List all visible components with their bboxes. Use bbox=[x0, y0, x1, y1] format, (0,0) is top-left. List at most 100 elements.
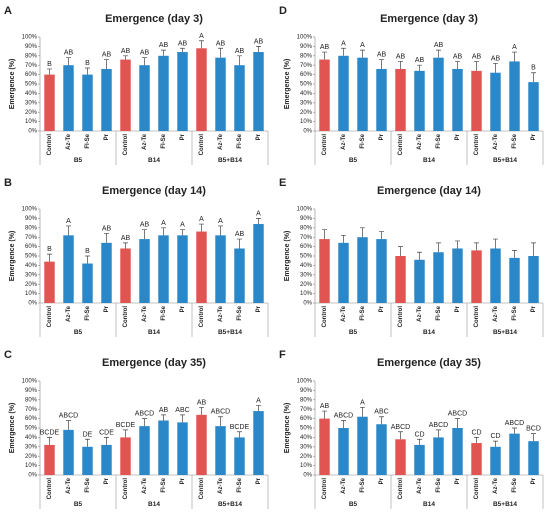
y-tick-label: 10% bbox=[25, 119, 38, 125]
error-bar bbox=[531, 72, 536, 83]
significance-letter: CD bbox=[414, 431, 424, 438]
panel-letter: F bbox=[279, 349, 286, 361]
error-bar bbox=[142, 418, 147, 427]
x-tick-label: Pr bbox=[104, 477, 110, 484]
significance-letter: BCD bbox=[526, 426, 541, 433]
error-bar bbox=[417, 64, 422, 71]
x-tick-label: Pr bbox=[531, 305, 537, 312]
y-tick-label: 0% bbox=[28, 129, 37, 135]
bar bbox=[82, 263, 93, 303]
significance-letter: AB bbox=[472, 53, 482, 60]
x-tick-label: Az-Te bbox=[142, 305, 148, 322]
y-axis-label: Emergence (%) bbox=[284, 231, 291, 282]
y-tick-label: 0% bbox=[28, 301, 37, 307]
significance-letter: AB bbox=[216, 40, 226, 47]
x-tick-label: Az-Te bbox=[218, 477, 224, 494]
error-bar bbox=[322, 51, 327, 60]
bar bbox=[44, 261, 55, 303]
x-tick-label: Pr bbox=[104, 305, 110, 312]
bar bbox=[528, 82, 539, 131]
x-tick-label: Control bbox=[123, 478, 129, 500]
y-tick-label: 60% bbox=[25, 244, 38, 250]
significance-letter: A bbox=[360, 399, 365, 406]
significance-letter: CDE bbox=[99, 429, 114, 436]
x-tick-label: Fl-Se bbox=[237, 305, 243, 320]
bar bbox=[44, 74, 55, 131]
panel-letter: A bbox=[4, 5, 12, 17]
chart-panel: E Emergence (day 14) Emergence (%) 0% 10% 20%… bbox=[279, 177, 544, 337]
error-bar bbox=[85, 255, 90, 264]
significance-letter: ABCD bbox=[334, 412, 353, 419]
y-axis-label: Emergence (%) bbox=[9, 231, 16, 282]
x-tick-label: Fl-Se bbox=[512, 305, 518, 320]
x-tick-label: Control bbox=[322, 134, 328, 156]
error-bar bbox=[47, 68, 52, 75]
y-tick-label: 70% bbox=[25, 63, 38, 69]
y-tick-label: 30% bbox=[25, 272, 38, 278]
y-tick-label: 0% bbox=[303, 129, 312, 135]
bar bbox=[357, 416, 368, 475]
significance-letter: ABCD bbox=[505, 420, 524, 427]
y-tick-label: 60% bbox=[25, 416, 38, 422]
chart-panel: C Emergence (day 35) Emergence (%) 0% 10% 20%… bbox=[4, 349, 269, 509]
y-tick-label: 50% bbox=[300, 82, 313, 88]
y-tick-label: 40% bbox=[300, 263, 313, 269]
error-bar bbox=[455, 418, 460, 428]
x-tick-label: Pr bbox=[104, 133, 110, 140]
error-bar bbox=[341, 420, 346, 428]
bar bbox=[158, 420, 169, 475]
y-tick-label: 80% bbox=[25, 397, 38, 403]
group-label: B5+B14 bbox=[218, 329, 242, 336]
y-tick-label: 10% bbox=[300, 291, 313, 297]
error-bar bbox=[104, 437, 109, 445]
significance-letter: BCDE bbox=[230, 424, 250, 431]
y-axis-label: Emergence (%) bbox=[9, 59, 16, 110]
y-tick-label: 60% bbox=[300, 72, 313, 78]
x-tick-label: Control bbox=[322, 306, 328, 328]
significance-letter: AB bbox=[140, 50, 150, 57]
x-tick-label: Control bbox=[474, 478, 480, 500]
y-axis-label: Emergence (%) bbox=[284, 59, 291, 110]
error-bar bbox=[123, 429, 128, 438]
bar bbox=[414, 259, 425, 303]
significance-letter: AB bbox=[453, 53, 463, 60]
y-tick-label: 90% bbox=[300, 388, 313, 394]
significance-letter: A bbox=[218, 218, 223, 225]
y-tick-label: 30% bbox=[25, 100, 38, 106]
error-bar bbox=[66, 420, 71, 430]
x-tick-label: Fl-Se bbox=[85, 133, 91, 148]
significance-letter: ABCD bbox=[429, 422, 448, 429]
x-tick-label: Control bbox=[47, 134, 53, 156]
y-tick-label: 90% bbox=[25, 216, 38, 222]
error-bar bbox=[531, 433, 536, 442]
x-tick-label: Fl-Se bbox=[161, 133, 167, 148]
bar bbox=[471, 443, 482, 475]
bar bbox=[338, 428, 349, 475]
y-tick-label: 90% bbox=[25, 44, 38, 50]
x-tick-label: Pr bbox=[531, 477, 537, 484]
x-tick-label: Control bbox=[47, 478, 53, 500]
x-tick-label: Az-Te bbox=[66, 477, 72, 494]
panel-letter: E bbox=[279, 177, 286, 189]
x-tick-label: Fl-Se bbox=[85, 305, 91, 320]
error-bar bbox=[218, 47, 223, 58]
error-bar bbox=[360, 227, 365, 238]
significance-letter: ABCD bbox=[211, 409, 230, 416]
x-tick-label: Az-Te bbox=[417, 305, 423, 322]
significance-letter: ABCD bbox=[59, 412, 78, 419]
group-label: B5+B14 bbox=[493, 501, 517, 508]
x-tick-label: Fl-Se bbox=[161, 305, 167, 320]
bar bbox=[490, 446, 501, 475]
significance-letter: A bbox=[256, 210, 261, 217]
error-bar bbox=[493, 238, 498, 249]
x-tick-label: Fl-Se bbox=[360, 133, 366, 148]
y-tick-label: 20% bbox=[25, 454, 38, 460]
y-tick-label: 70% bbox=[300, 63, 313, 69]
x-tick-label: Fl-Se bbox=[436, 305, 442, 320]
bar bbox=[120, 437, 131, 475]
bar bbox=[177, 235, 188, 303]
bar bbox=[490, 248, 501, 303]
chart-title: Emergence (day 3) bbox=[380, 13, 478, 25]
x-tick-label: Az-Te bbox=[493, 305, 499, 322]
